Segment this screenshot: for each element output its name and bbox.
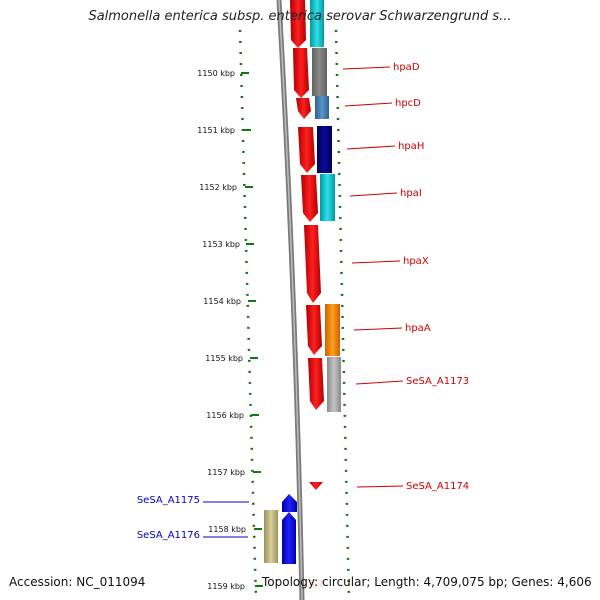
gene-label[interactable]: SeSA_A1175 (137, 495, 200, 506)
gene-arrow-SeSA_A1175 (282, 494, 297, 512)
ruler-tick-label: 1151 kbp (197, 126, 235, 135)
gene-labels-left: SeSA_A1175 SeSA_A1176 (137, 495, 249, 541)
ruler-tick-label: 1150 kbp (197, 69, 235, 78)
ruler-tick-label: 1159 kbp (207, 582, 245, 591)
map-title: Salmonella enterica subsp. enterica sero… (88, 9, 512, 24)
gene-label[interactable]: hpaX (403, 256, 429, 267)
callout-line (349, 192, 398, 197)
cds-arrow (301, 175, 318, 222)
ruler-tick-label: 1156 kbp (206, 411, 244, 420)
ruler-tick-label: 1157 kbp (207, 468, 245, 477)
callout-line (351, 260, 401, 264)
gene-label[interactable]: SeSA_A1174 (406, 481, 469, 492)
callout-line (344, 102, 393, 107)
callout-line (353, 327, 403, 331)
cds-arrow (309, 482, 323, 490)
callout-line (355, 380, 404, 385)
genome-backbone-highlight (278, 0, 303, 600)
gene-block-SeSA_A1173 (327, 357, 341, 412)
ruler-tick-label: 1152 kbp (199, 183, 237, 192)
gene-block-hpcD (315, 96, 329, 119)
cds-arrow (298, 127, 315, 173)
gene-block-hpaH (317, 126, 332, 173)
accession-text: Accession: NC_011094 (9, 575, 146, 589)
gene-track (264, 0, 341, 564)
cds-arrow (296, 98, 311, 119)
cds-arrow (290, 0, 306, 48)
gene-label[interactable]: SeSA_A1173 (406, 376, 469, 387)
cds-track (290, 0, 324, 596)
genome-stats-text: Topology: circular; Length: 4,709,075 bp… (262, 575, 592, 589)
ruler-tick-label: 1154 kbp (203, 297, 241, 306)
cds-arrow (304, 225, 321, 303)
gene-block-top (310, 0, 324, 47)
gene-block-hpaA (325, 304, 340, 356)
ruler-dots-left (238, 29, 258, 600)
gene-labels-right: hpaD hpcD hpaH hpaI hpaX hpaA SeSA_A1173… (342, 62, 469, 492)
callout-line (356, 485, 404, 488)
ruler-tick-label: 1153 kbp (202, 240, 240, 249)
cds-arrow (310, 580, 324, 596)
ruler-ticks: 1150 kbp 1151 kbp 1152 kbp 1153 kbp 1154… (197, 69, 263, 591)
gene-block-hpaD (312, 48, 327, 96)
gene-arrow-SeSA_A1176 (282, 512, 296, 564)
gene-label[interactable]: SeSA_A1176 (137, 530, 200, 541)
gene-label[interactable]: hpaA (405, 323, 431, 334)
cds-arrow (308, 358, 324, 410)
ruler-tick-label: 1155 kbp (205, 354, 243, 363)
gene-block-hpaI (320, 174, 335, 221)
cds-arrow (293, 48, 309, 98)
gene-block-olive (264, 510, 278, 563)
gene-label[interactable]: hpcD (395, 98, 421, 109)
cds-arrow (306, 305, 322, 355)
callout-line (342, 66, 391, 70)
gene-label[interactable]: hpaH (398, 141, 424, 152)
callout-line (346, 145, 396, 150)
gene-label[interactable]: hpaI (400, 188, 422, 199)
ruler-tick-label: 1158 kbp (208, 525, 246, 534)
gene-label[interactable]: hpaD (393, 62, 420, 73)
